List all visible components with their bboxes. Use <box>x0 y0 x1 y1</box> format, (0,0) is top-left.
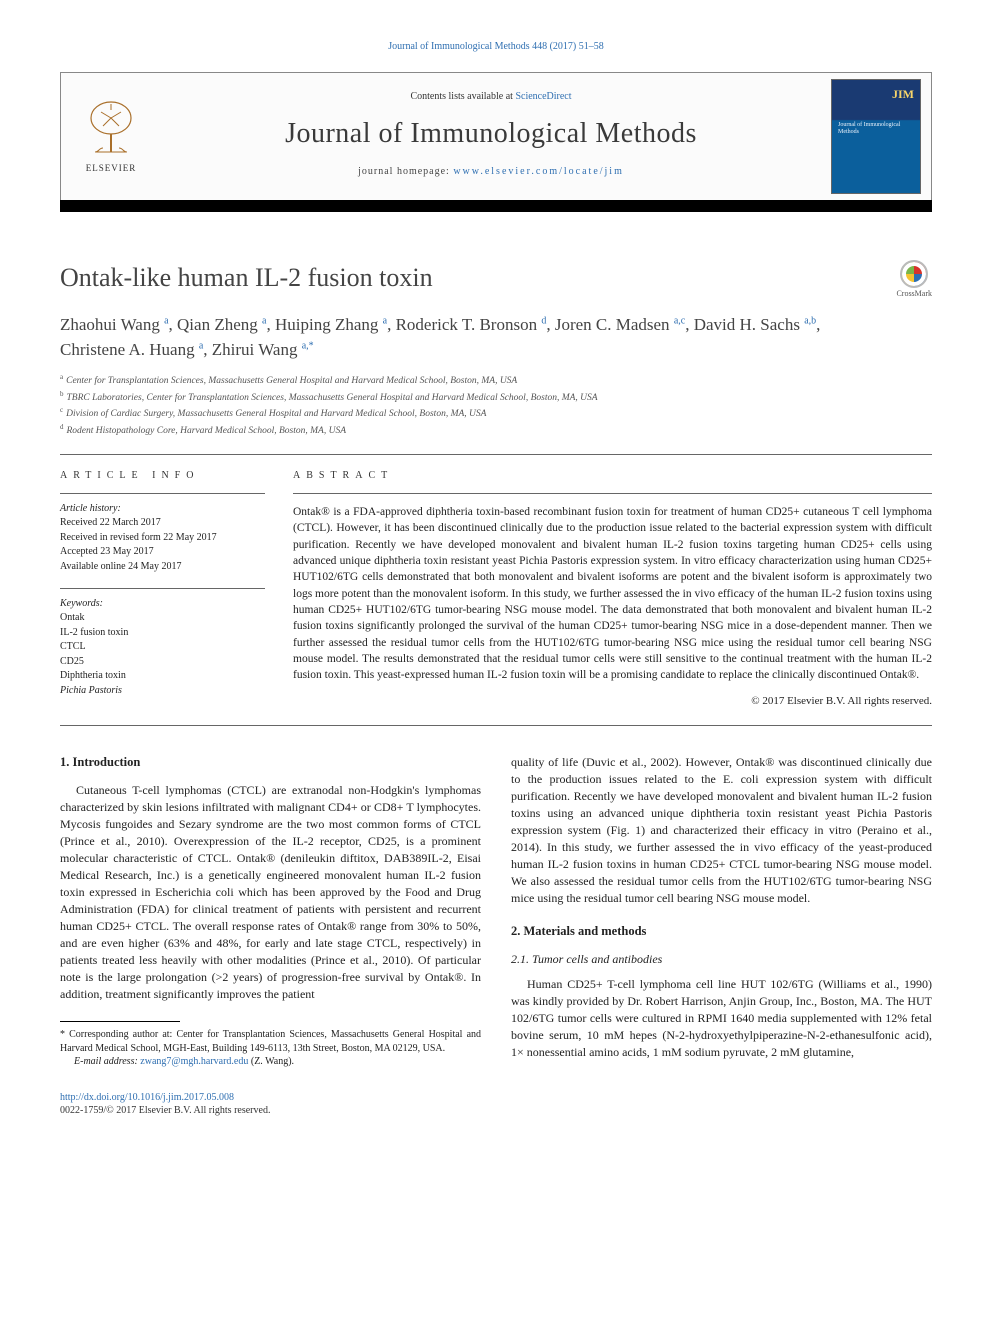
elsevier-logo: ELSEVIER <box>76 92 146 182</box>
affiliations-block: aCenter for Transplantation Sciences, Ma… <box>60 372 932 438</box>
publisher-name: ELSEVIER <box>86 162 137 175</box>
author: , David H. Sachs <box>685 315 804 334</box>
keyword: IL-2 fusion toxin <box>60 626 265 641</box>
journal-name: Journal of Immunological Methods <box>161 114 821 153</box>
keyword: CTCL <box>60 640 265 655</box>
abstract-copyright: © 2017 Elsevier B.V. All rights reserved… <box>293 694 932 709</box>
author: Zhaohui Wang <box>60 315 164 334</box>
body-column-right: quality of life (Duvic et al., 2002). Ho… <box>511 754 932 1118</box>
abstract-column: abstract Ontak® is a FDA-approved diphth… <box>293 469 932 709</box>
corresponding-email-link[interactable]: zwang7@mgh.harvard.edu <box>140 1056 248 1067</box>
affil-text: Rodent Histopathology Core, Harvard Medi… <box>67 426 347 436</box>
corresponding-text: Corresponding author at: Center for Tran… <box>60 1029 481 1054</box>
corresponding-footnote: * Corresponding author at: Center for Tr… <box>60 1028 481 1055</box>
masthead-underline-bar <box>60 200 932 212</box>
masthead: ELSEVIER Contents lists available at Sci… <box>60 72 932 201</box>
mm-paragraph: Human CD25+ T-cell lymphoma cell line HU… <box>511 976 932 1061</box>
author-affil-sup: a,c <box>674 316 685 327</box>
rule <box>60 493 265 494</box>
keyword: CD25 <box>60 655 265 670</box>
article-title: Ontak-like human IL-2 fusion toxin <box>60 260 876 296</box>
history-revised: Received in revised form 22 May 2017 <box>60 531 265 546</box>
keyword: Pichia Pastoris <box>60 684 265 699</box>
crossmark-label: CrossMark <box>896 288 932 299</box>
contents-available-line: Contents lists available at ScienceDirec… <box>161 90 821 104</box>
article-info-heading: article info <box>60 469 265 483</box>
footnote-star-icon: * <box>60 1029 69 1040</box>
affil-text: TBRC Laboratories, Center for Transplant… <box>67 393 598 403</box>
author: , Huiping Zhang <box>266 315 382 334</box>
affil-text: Center for Transplantation Sciences, Mas… <box>66 377 517 387</box>
section-heading-introduction: 1. Introduction <box>60 754 481 772</box>
crossmark-icon <box>900 260 928 288</box>
footnote-separator <box>60 1021 180 1022</box>
masthead-center: Contents lists available at ScienceDirec… <box>161 73 821 200</box>
col2-continuation-paragraph: quality of life (Duvic et al., 2002). Ho… <box>511 754 932 907</box>
article-info-column: article info Article history: Received 2… <box>60 469 265 709</box>
rule <box>60 454 932 455</box>
affiliation: dRodent Histopathology Core, Harvard Med… <box>60 422 932 438</box>
email-footnote: E-mail address: zwang7@mgh.harvard.edu (… <box>60 1055 481 1069</box>
author: , Roderick T. Bronson <box>387 315 541 334</box>
rule <box>60 725 932 726</box>
author: , Joren C. Madsen <box>546 315 673 334</box>
email-label: E-mail address: <box>74 1056 138 1067</box>
homepage-prefix: journal homepage: <box>358 166 453 177</box>
intro-paragraph: Cutaneous T-cell lymphomas (CTCL) are ex… <box>60 782 481 1003</box>
rule <box>60 588 265 589</box>
author: , Zhirui Wang <box>203 340 301 359</box>
journal-reference: Journal of Immunological Methods 448 (20… <box>60 40 932 54</box>
contents-prefix: Contents lists available at <box>410 91 515 102</box>
crossmark-badge[interactable]: CrossMark <box>896 260 932 299</box>
author: Christene A. Huang <box>60 340 199 359</box>
cover-thumb-slot: JIM Journal of Immunological Methods <box>821 73 931 200</box>
keyword: Diphtheria toxin <box>60 669 265 684</box>
body-columns: 1. Introduction Cutaneous T-cell lymphom… <box>60 754 932 1118</box>
affiliation: bTBRC Laboratories, Center for Transplan… <box>60 389 932 405</box>
publisher-logo-slot: ELSEVIER <box>61 73 161 200</box>
affiliation: aCenter for Transplantation Sciences, Ma… <box>60 372 932 388</box>
journal-homepage-link[interactable]: www.elsevier.com/locate/jim <box>453 166 624 177</box>
corresponding-star: * <box>309 340 314 351</box>
author: , Qian Zheng <box>169 315 262 334</box>
affil-text: Division of Cardiac Surgery, Massachuset… <box>66 409 486 419</box>
abstract-heading: abstract <box>293 469 932 483</box>
issn-copyright: 0022-1759/© 2017 Elsevier B.V. All right… <box>60 1105 270 1116</box>
journal-cover-thumbnail: JIM Journal of Immunological Methods <box>831 79 921 194</box>
abstract-text: Ontak® is a FDA-approved diphtheria toxi… <box>293 504 932 684</box>
subsection-heading-tumor-cells: 2.1. Tumor cells and antibodies <box>511 951 932 968</box>
footnotes: * Corresponding author at: Center for Tr… <box>60 1028 481 1069</box>
cover-small-title: Journal of Immunological Methods <box>838 122 914 135</box>
email-paren: (Z. Wang). <box>248 1056 294 1067</box>
rule <box>293 493 932 494</box>
history-label: Article history: <box>60 502 265 516</box>
history-received: Received 22 March 2017 <box>60 516 265 531</box>
doi-link[interactable]: http://dx.doi.org/10.1016/j.jim.2017.05.… <box>60 1092 234 1103</box>
keywords-list: Ontak IL-2 fusion toxin CTCL CD25 Diphth… <box>60 611 265 698</box>
history-dates: Received 22 March 2017 Received in revis… <box>60 516 265 574</box>
keyword: Ontak <box>60 611 265 626</box>
journal-homepage-line: journal homepage: www.elsevier.com/locat… <box>161 165 821 179</box>
section-heading-materials: 2. Materials and methods <box>511 923 932 941</box>
history-accepted: Accepted 23 May 2017 <box>60 545 265 560</box>
history-online: Available online 24 May 2017 <box>60 560 265 575</box>
authors-block: Zhaohui Wang a, Qian Zheng a, Huiping Zh… <box>60 313 932 362</box>
body-column-left: 1. Introduction Cutaneous T-cell lymphom… <box>60 754 481 1118</box>
affiliation: cDivision of Cardiac Surgery, Massachuse… <box>60 405 932 421</box>
doi-block: http://dx.doi.org/10.1016/j.jim.2017.05.… <box>60 1091 481 1118</box>
sciencedirect-link[interactable]: ScienceDirect <box>515 91 571 102</box>
author-sep: , <box>816 315 820 334</box>
cover-acronym: JIM <box>892 86 914 103</box>
author-affil-sup: a,b <box>804 316 816 327</box>
elsevier-tree-icon <box>81 98 141 158</box>
keywords-label: Keywords: <box>60 597 265 611</box>
author-affil-sup: a, <box>302 340 309 351</box>
